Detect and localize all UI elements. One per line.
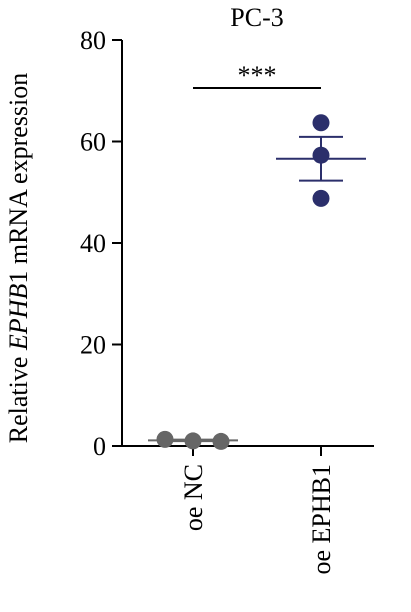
y-tick-label: 20 <box>80 331 106 360</box>
y-axis-label: Relative EPHB1 mRNA expression <box>4 73 33 443</box>
data-point <box>212 432 230 450</box>
y-axis-label-prefix: Relative <box>4 350 33 443</box>
series-layer <box>148 114 366 450</box>
y-axis-label-suffix: 1 mRNA expression <box>4 73 33 284</box>
significance-layer: *** <box>193 61 321 90</box>
y-tick-label: 40 <box>80 229 106 258</box>
y-tick-label: 80 <box>80 26 106 55</box>
x-category-label: oe NC <box>179 464 208 531</box>
data-point <box>156 430 174 448</box>
x-ticks: oe NC oe EPHB1 <box>179 446 336 575</box>
data-point <box>312 189 330 207</box>
significance-label: *** <box>238 61 277 90</box>
y-tick-label: 0 <box>93 432 106 461</box>
data-point <box>312 146 330 164</box>
y-axis-label-italic: EPHB <box>4 284 33 352</box>
x-category-label: oe EPHB1 <box>307 464 336 575</box>
data-point <box>312 114 330 132</box>
data-point <box>184 432 202 450</box>
chart-title: PC-3 <box>230 3 283 32</box>
y-ticks: 0 20 40 60 80 <box>80 26 122 461</box>
y-tick-label: 60 <box>80 128 106 157</box>
